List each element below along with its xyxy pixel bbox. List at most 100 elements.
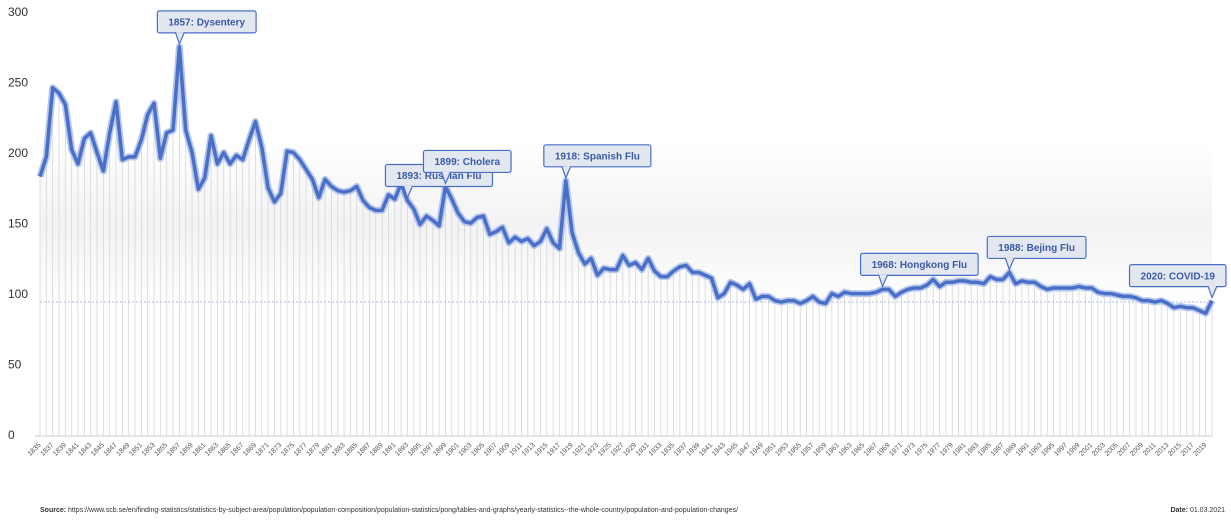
x-tick-label: 1897 — [420, 442, 436, 458]
y-tick-label: 50 — [8, 358, 22, 372]
x-tick-label: 1943 — [711, 442, 727, 458]
source-label: Source: — [40, 507, 66, 514]
annotation-label: 1968: Hongkong Flu — [872, 260, 968, 271]
x-tick-label: 1957 — [800, 442, 816, 458]
y-tick-label: 150 — [8, 217, 28, 231]
x-tick-label: 1997 — [1053, 442, 1069, 458]
x-tick-label: 1965 — [850, 442, 866, 458]
x-tick-label: 1941 — [698, 442, 714, 458]
date-label: Date: — [1170, 507, 1188, 514]
x-tick-label: 1987 — [990, 442, 1006, 458]
x-tick-label: 1955 — [787, 442, 803, 458]
x-tick-label: 1963 — [838, 442, 854, 458]
x-tick-label: 2009 — [1129, 442, 1145, 458]
x-tick-label: 1969 — [876, 442, 892, 458]
x-tick-label: 1917 — [546, 442, 562, 458]
annotation-pointer — [561, 165, 572, 180]
source: Source: https://www.scb.se/en/finding-st… — [40, 507, 738, 514]
x-tick-label: 1839 — [52, 442, 68, 458]
x-tick-label: 1919 — [559, 442, 575, 458]
x-tick-label: 2013 — [1154, 442, 1170, 458]
annotation-box — [1128, 264, 1227, 288]
annotation: 1899: Cholera — [422, 149, 512, 186]
x-tick-label: 1867 — [229, 442, 245, 458]
x-tick-label: 1945 — [724, 442, 740, 458]
x-tick-label: 1981 — [952, 442, 968, 458]
x-tick-label: 1893 — [394, 442, 410, 458]
annotation-label: 1893: Russian Flu — [396, 171, 481, 182]
x-tick-label: 1869 — [242, 442, 258, 458]
x-tick-label: 1915 — [534, 442, 550, 458]
x-tick-label: 1999 — [1066, 442, 1082, 458]
x-tick-label: 1979 — [939, 442, 955, 458]
x-tick-label: 2015 — [1167, 442, 1183, 458]
x-tick-label: 1891 — [382, 442, 398, 458]
x-tick-label: 1895 — [407, 442, 423, 458]
x-tick-label: 1929 — [622, 442, 638, 458]
annotation-pointer — [1207, 285, 1218, 300]
annotation: 1857: Dysentery — [156, 10, 257, 46]
x-tick-label: 2017 — [1180, 442, 1196, 458]
x-tick-label: 1857 — [166, 442, 182, 458]
series-line — [38, 45, 1214, 316]
x-tick-label: 2019 — [1192, 442, 1208, 458]
y-tick-label: 250 — [8, 76, 28, 90]
annotation-pointer — [440, 171, 451, 186]
x-tick-label: 1905 — [470, 442, 486, 458]
x-tick-label: 1901 — [445, 442, 461, 458]
x-tick-label: 1903 — [458, 442, 474, 458]
x-tick-label: 1861 — [191, 442, 207, 458]
annotation: 1968: Hongkong Flu — [859, 252, 979, 289]
x-tick-label: 2003 — [1091, 442, 1107, 458]
x-tick-label: 1847 — [103, 442, 119, 458]
x-tick-label: 1931 — [635, 442, 651, 458]
annotation: 2020: COVID-19 — [1128, 264, 1227, 300]
annotation-pointer — [1004, 257, 1015, 272]
x-tick-label: 1977 — [926, 442, 942, 458]
x-tick-label: 1993 — [1028, 442, 1044, 458]
y-tick-label: 300 — [8, 5, 28, 19]
x-tick-label: 1885 — [344, 442, 360, 458]
x-tick-label: 1975 — [914, 442, 930, 458]
x-tick-label: 1859 — [179, 442, 195, 458]
x-tick-label: 1881 — [318, 442, 334, 458]
x-tick-label: 1837 — [39, 442, 55, 458]
x-tick-label: 1925 — [597, 442, 613, 458]
annotation-label: 1988: Bejing Flu — [998, 243, 1075, 254]
x-tick-label: 1921 — [572, 442, 588, 458]
date: Date: 01.03.2021 — [1170, 507, 1225, 514]
annotation-box — [422, 149, 512, 174]
x-tick-label: 1879 — [305, 442, 321, 458]
annotation-pointer — [402, 185, 413, 200]
y-tick-label: 200 — [8, 146, 28, 160]
x-tick-label: 1949 — [749, 442, 765, 458]
annotation-label: 2020: COVID-19 — [1141, 271, 1216, 282]
x-tick-label: 1853 — [141, 442, 157, 458]
x-tick-label: 1843 — [77, 442, 93, 458]
x-tick-label: 2005 — [1104, 442, 1120, 458]
x-tick-label: 1855 — [153, 442, 169, 458]
x-tick-label: 1907 — [483, 442, 499, 458]
annotation-label: 1899: Cholera — [434, 157, 500, 168]
x-tick-label: 1871 — [255, 442, 271, 458]
annotation-box — [986, 235, 1087, 260]
x-tick-label: 1991 — [1015, 442, 1031, 458]
x-tick-label: 1887 — [356, 442, 372, 458]
x-tick-label: 1873 — [267, 442, 283, 458]
x-tick-label: 2007 — [1116, 442, 1132, 458]
x-tick-label: 1883 — [331, 442, 347, 458]
x-tick-label: 1835 — [27, 442, 43, 458]
annotation-label: 1918: Spanish Flu — [555, 151, 640, 162]
x-tick-label: 1953 — [774, 442, 790, 458]
date-value: 01.03.2021 — [1190, 507, 1225, 514]
x-tick-label: 1927 — [610, 442, 626, 458]
x-tick-label: 1841 — [65, 442, 81, 458]
x-tick-label: 1935 — [660, 442, 676, 458]
source-url: https://www.scb.se/en/finding-statistics… — [68, 507, 738, 514]
x-tick-label: 1959 — [812, 442, 828, 458]
y-tick-label: 100 — [8, 287, 28, 301]
x-tick-label: 1909 — [496, 442, 512, 458]
x-tick-label: 1951 — [762, 442, 778, 458]
x-tick-label: 1923 — [584, 442, 600, 458]
